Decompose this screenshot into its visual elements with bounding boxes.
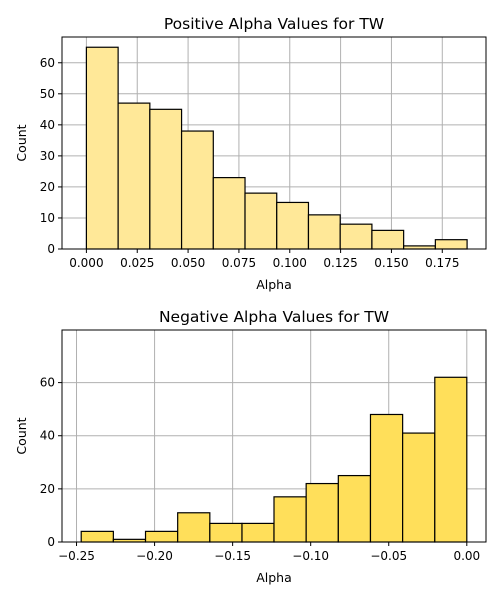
histogram-bar	[371, 229, 405, 250]
x-tick-label: −0.20	[136, 549, 173, 563]
y-tick-label: 40	[40, 118, 55, 132]
histogram-bar	[180, 130, 214, 250]
y-tick-label: 10	[40, 211, 55, 225]
x-tick-label: 0.125	[323, 256, 357, 270]
histogram-bars	[80, 376, 468, 543]
x-tick-label: −0.05	[370, 549, 407, 563]
x-tick-label: 0.100	[273, 256, 307, 270]
x-tick-label: −0.25	[58, 549, 95, 563]
chart-title: Positive Alpha Values for TW	[164, 15, 384, 33]
histogram-bar	[149, 108, 183, 250]
histogram-bar	[212, 177, 246, 250]
x-axis-label: Alpha	[256, 277, 292, 292]
histogram-bar	[177, 512, 211, 543]
chart-title: Negative Alpha Values for TW	[159, 308, 389, 326]
x-tick-label: 0.025	[120, 256, 154, 270]
x-tick-label: 0.00	[453, 549, 480, 563]
y-tick-label: 20	[40, 180, 55, 194]
x-tick-label: 0.175	[425, 256, 459, 270]
x-tick-label: −0.10	[292, 549, 329, 563]
histogram-bar	[402, 432, 436, 543]
x-tick-label: −0.15	[214, 549, 251, 563]
histogram-bar	[305, 482, 339, 543]
y-tick-label: 20	[40, 482, 55, 496]
plot-frame	[61, 36, 487, 250]
x-tick-label: 0.150	[374, 256, 408, 270]
histogram-bar	[434, 239, 468, 250]
histogram-bar	[241, 522, 275, 543]
histogram-bars	[85, 46, 468, 250]
histogram-bar	[209, 522, 243, 543]
histogram-bar	[339, 223, 373, 250]
x-tick-label: 0.050	[171, 256, 205, 270]
histogram-bar	[434, 376, 468, 543]
negative-alpha-histogram: Negative Alpha Values for TW Alpha Count…	[14, 308, 487, 585]
histogram-bar	[244, 192, 278, 250]
histogram-bar	[369, 413, 404, 543]
y-tick-label: 60	[40, 56, 55, 70]
y-axis-label: Count	[14, 417, 29, 454]
y-axis-label: Count	[14, 124, 29, 161]
y-tick-label: 40	[40, 429, 55, 443]
y-tick-label: 0	[47, 535, 55, 549]
y-tick-label: 60	[40, 376, 55, 390]
x-axis-label: Alpha	[256, 570, 292, 585]
histogram-bar	[273, 496, 307, 543]
histogram-bar	[307, 214, 341, 250]
x-tick-label: 0.075	[222, 256, 256, 270]
y-tick-label: 50	[40, 87, 55, 101]
histogram-bar	[144, 530, 179, 543]
histogram-bar	[117, 102, 151, 250]
histogram-bar	[80, 530, 114, 543]
histogram-bar	[276, 201, 310, 250]
histogram-bar	[337, 474, 372, 543]
x-tick-label: 0.000	[69, 256, 103, 270]
y-tick-label: 0	[47, 242, 55, 256]
positive-alpha-histogram: Positive Alpha Values for TW Alpha Count…	[14, 15, 487, 292]
histogram-bar	[85, 46, 119, 250]
y-tick-label: 30	[40, 149, 55, 163]
